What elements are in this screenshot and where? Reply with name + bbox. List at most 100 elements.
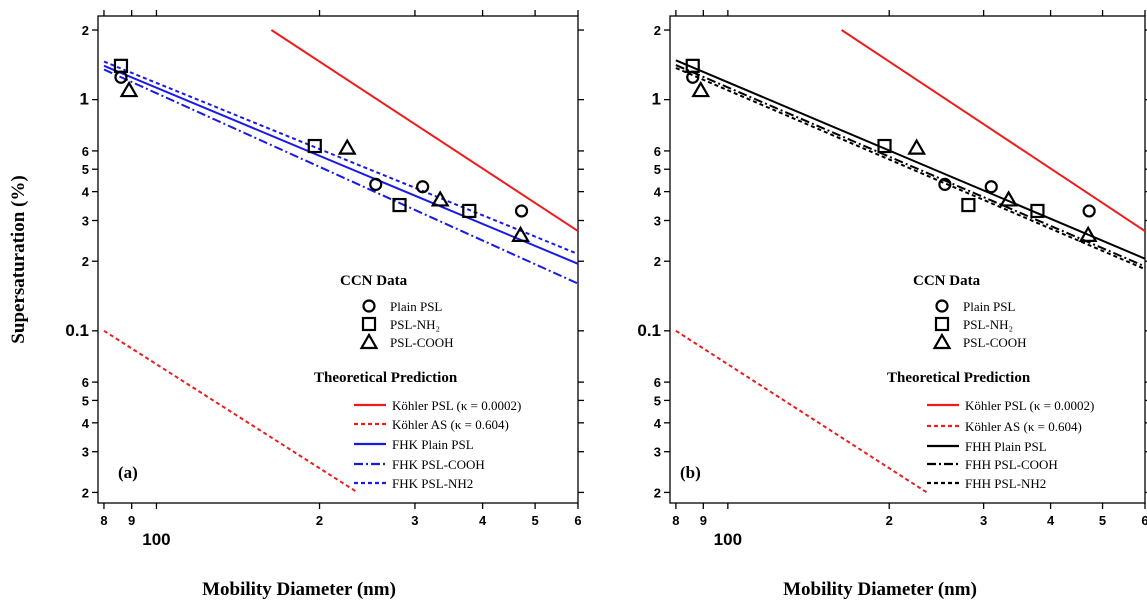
legend-marker-square	[934, 316, 950, 332]
y-axis-title: Supersaturation (%)	[8, 175, 29, 343]
y-tick-label: 6	[654, 144, 661, 159]
legend-marker-square	[361, 316, 377, 332]
y-tick-label: 0.1	[65, 321, 89, 340]
y-tick-label: 1	[80, 90, 89, 109]
series-line-4	[675, 67, 1146, 271]
series-line-3	[103, 68, 579, 285]
legend-marker-triangle	[932, 332, 952, 350]
legend: CCN Data Plain PSL PSL-NH₂ PSL-COOH Theoreti…	[887, 273, 1094, 491]
x-tick-label: 6	[574, 513, 581, 528]
legend: CCN Data Plain PSL PSL-NH₂ PSL-COOH Theoreti…	[314, 273, 521, 491]
legend-entry: Köhler PSL (κ = 0.0002)	[392, 398, 521, 413]
data-point-triangle	[430, 190, 450, 207]
x-axis-title: Mobility Diameter (nm)	[783, 579, 977, 600]
legend-entry: FHH PSL-NH2	[965, 476, 1046, 491]
y-tick-label: 3	[82, 214, 89, 229]
x-tick-label: 5	[1099, 513, 1106, 528]
plot-frame	[97, 15, 579, 504]
y-tick-label: 4	[654, 416, 662, 431]
x-tick-label: 4	[1047, 513, 1055, 528]
data-point-square	[462, 203, 477, 219]
x-tick-label: 2	[316, 513, 323, 528]
y-tick-label: 5	[654, 162, 661, 177]
series-line-1	[675, 329, 928, 494]
data-point-triangle	[691, 80, 711, 98]
data-point-circle	[984, 180, 998, 194]
data-point-circle	[1082, 204, 1096, 218]
data-point-circle	[369, 177, 383, 191]
plot-frame	[669, 15, 1146, 504]
data-point-square	[113, 58, 129, 73]
data-point-square	[307, 138, 322, 154]
data-point-square	[685, 58, 700, 73]
data-point-triangle	[337, 138, 357, 155]
x-tick-label: 4	[479, 513, 487, 528]
legend-data-title: CCN Data	[913, 273, 981, 289]
data-point-triangle	[511, 225, 530, 242]
series-line-3	[675, 64, 1146, 268]
series-line-2	[103, 64, 579, 265]
legend-marker-circle	[362, 299, 376, 313]
y-tick-label: 2	[82, 254, 89, 269]
x-tick-label: 8	[100, 513, 107, 528]
data-point-triangle	[907, 138, 927, 155]
legend-entry: Plain PSL	[963, 299, 1015, 314]
x-tick-label: 6	[1141, 513, 1147, 528]
x-tick-label: 3	[980, 513, 987, 528]
x-tick-label: 5	[531, 513, 538, 528]
legend-entry: PSL-NH₂	[390, 317, 440, 332]
series-line-2	[675, 59, 1146, 260]
legend-marker-triangle	[359, 332, 379, 350]
data-point-square	[877, 138, 892, 154]
data-point-triangle	[119, 80, 139, 98]
y-tick-label: 6	[654, 375, 661, 390]
y-tick-label: 4	[82, 416, 90, 431]
data-point-triangle	[1078, 225, 1098, 242]
y-tick-label: 2	[654, 485, 661, 500]
y-tick-label: 4	[654, 185, 662, 200]
legend-entry: PSL-NH₂	[963, 317, 1013, 332]
series-line-0	[841, 29, 1146, 232]
legend-theory-title: Theoretical Prediction	[887, 370, 1031, 386]
x-tick-label: 8	[672, 513, 679, 528]
data-point-square	[1030, 203, 1045, 219]
legend-entry: PSL-COOH	[963, 335, 1027, 350]
y-tick-label: 0.1	[637, 321, 661, 340]
data-point-circle	[416, 180, 430, 194]
legend-entry: Plain PSL	[390, 299, 442, 314]
y-tick-label: 3	[654, 445, 661, 460]
legend-entry: FHK PSL-NH2	[392, 476, 473, 491]
series-line-1	[103, 329, 359, 494]
y-tick-label: 5	[654, 393, 661, 408]
data-point-square	[392, 197, 407, 213]
legend-entry: Köhler AS (κ = 0.604)	[392, 417, 509, 432]
y-tick-label: 5	[82, 162, 89, 177]
legend-entry: FHH PSL-COOH	[965, 457, 1058, 472]
y-tick-label: 6	[82, 144, 89, 159]
legend-theory-title: Theoretical Prediction	[314, 370, 458, 386]
data-point-triangle	[999, 190, 1019, 207]
panel-a: 8 9 100 2 3 4 5 6 2 3 4 5 6 0.1 2 3 4 5 6 1 2 Mobility Diamet…	[8, 10, 584, 600]
legend-entry: PSL-COOH	[390, 335, 454, 350]
x-tick-label: 2	[886, 513, 893, 528]
panel-b: 8 9 100 2 3 4 5 6 2 3 4 5 6 0.1 2 3 4 5 6 1 2 Mobility Diamet…	[637, 10, 1147, 600]
data-point-circle	[514, 204, 529, 218]
x-tick-label: 3	[411, 513, 418, 528]
y-tick-label: 3	[82, 445, 89, 460]
legend-entry: FHH Plain PSL	[965, 439, 1047, 454]
y-tick-label: 3	[654, 214, 661, 229]
legend-entry: FHK Plain PSL	[392, 437, 474, 452]
legend-entry: FHK PSL-COOH	[392, 457, 485, 472]
series-line-0	[270, 29, 579, 232]
y-tick-label: 4	[82, 185, 90, 200]
x-axis-title: Mobility Diameter (nm)	[202, 579, 396, 600]
y-tick-label: 5	[82, 393, 89, 408]
y-tick-label: 2	[82, 485, 89, 500]
series-line-4	[103, 60, 579, 255]
y-tick-label: 1	[652, 90, 661, 109]
legend-entry: Köhler AS (κ = 0.604)	[965, 419, 1082, 434]
legend-data-title: CCN Data	[340, 273, 408, 289]
legend-marker-circle	[935, 299, 949, 313]
x-tick-label: 100	[142, 530, 170, 549]
